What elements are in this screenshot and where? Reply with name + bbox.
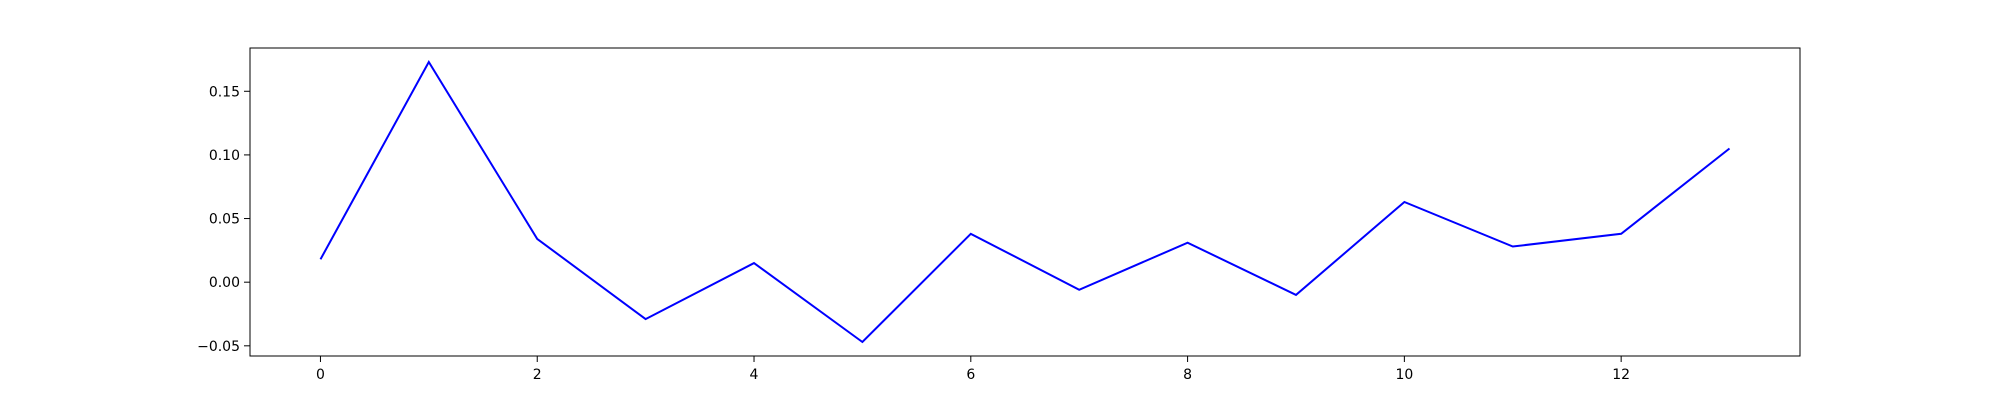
series-layer (319, 60, 1731, 344)
plot-area (249, 47, 1801, 357)
x-tick-label: 4 (750, 367, 759, 383)
y-axis: −0.05 0.00 0.05 0.10 0.15 (197, 84, 250, 355)
x-tick-label: 2 (533, 367, 542, 383)
x-tick-label: 10 (1395, 367, 1413, 383)
y-tick-label: 0.15 (209, 84, 240, 100)
y-tick-label: −0.05 (197, 339, 240, 355)
series-line (319, 60, 1731, 344)
x-tick-label: 0 (316, 367, 325, 383)
x-tick-label: 12 (1612, 367, 1630, 383)
y-tick-label: 0.10 (209, 148, 240, 164)
x-tick-label: 8 (1183, 367, 1192, 383)
x-tick-label: 6 (966, 367, 975, 383)
axes-frame (249, 47, 1801, 357)
y-tick-label: 0.00 (209, 275, 240, 291)
y-tick-label: 0.05 (209, 212, 240, 228)
x-axis: 0 2 4 6 8 10 12 (316, 356, 1630, 383)
